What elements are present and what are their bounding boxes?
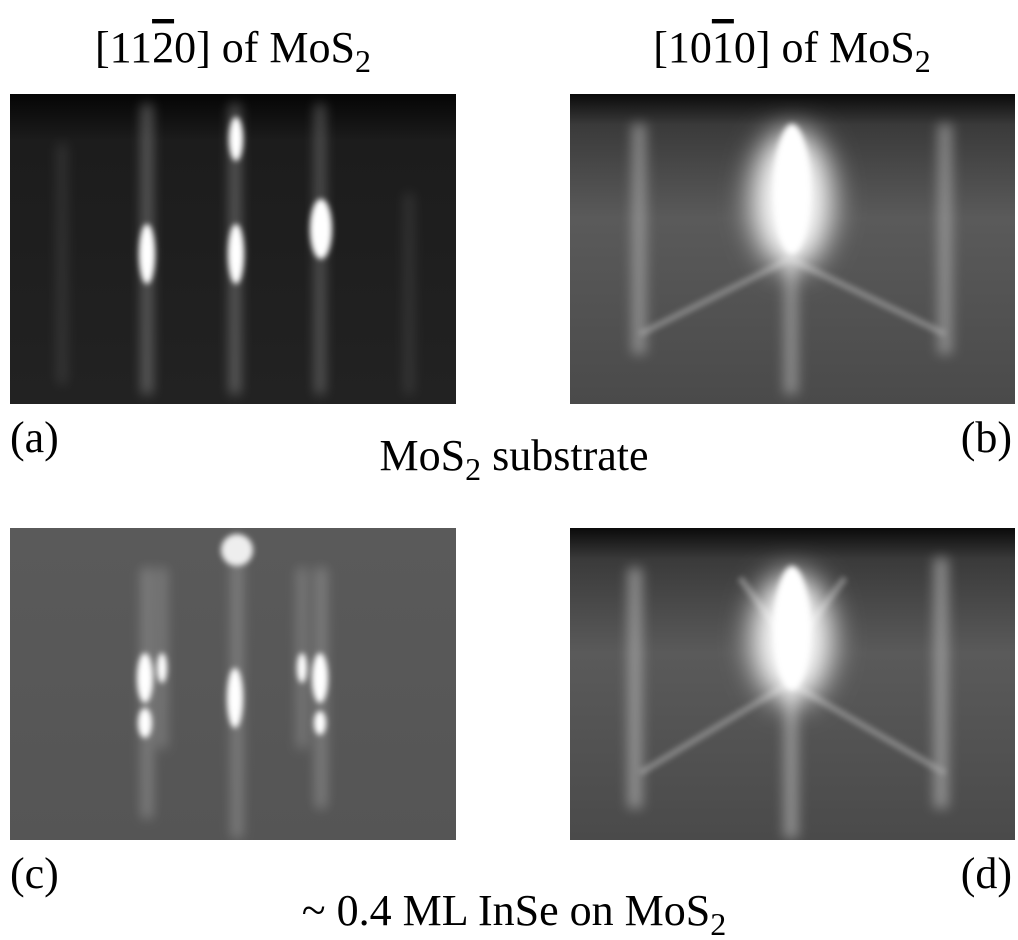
panel-label: (d)	[961, 849, 1012, 898]
header-bar-digit: 2	[152, 23, 174, 72]
caption: MoS2 substrate	[380, 431, 649, 487]
caption: ~ 0.4 ML InSe on MoS2	[302, 886, 726, 940]
header-bar-digit: 1	[712, 23, 734, 72]
panel-label: (b)	[961, 413, 1012, 462]
caption-subscript: 2	[465, 451, 481, 487]
panel-label: (c)	[10, 849, 59, 898]
caption-text: ~ 0.4 ML InSe on MoS	[302, 886, 710, 935]
caption-text: MoS	[380, 431, 466, 480]
rheed-panel-a	[10, 94, 456, 404]
panel-header: [1120] of MoS2	[95, 23, 371, 79]
caption-subscript: 2	[710, 906, 726, 940]
header-text: [11	[95, 23, 152, 72]
header-subscript: 2	[915, 43, 931, 79]
figure: [1120] of MoS2 [1010] of MoS2 (a) (b) Mo…	[0, 0, 1018, 940]
header-text: [10	[653, 23, 712, 72]
panel-header: [1010] of MoS2	[653, 23, 931, 79]
header-text: 0] of MoS	[734, 23, 915, 72]
header-text: 0] of MoS	[174, 23, 355, 72]
header-subscript: 2	[355, 43, 371, 79]
rheed-panel-d	[570, 528, 1015, 840]
rheed-panel-c	[10, 528, 456, 840]
panel-label: (a)	[10, 413, 59, 462]
caption-text: substrate	[481, 431, 648, 480]
rheed-panel-b	[570, 94, 1015, 404]
